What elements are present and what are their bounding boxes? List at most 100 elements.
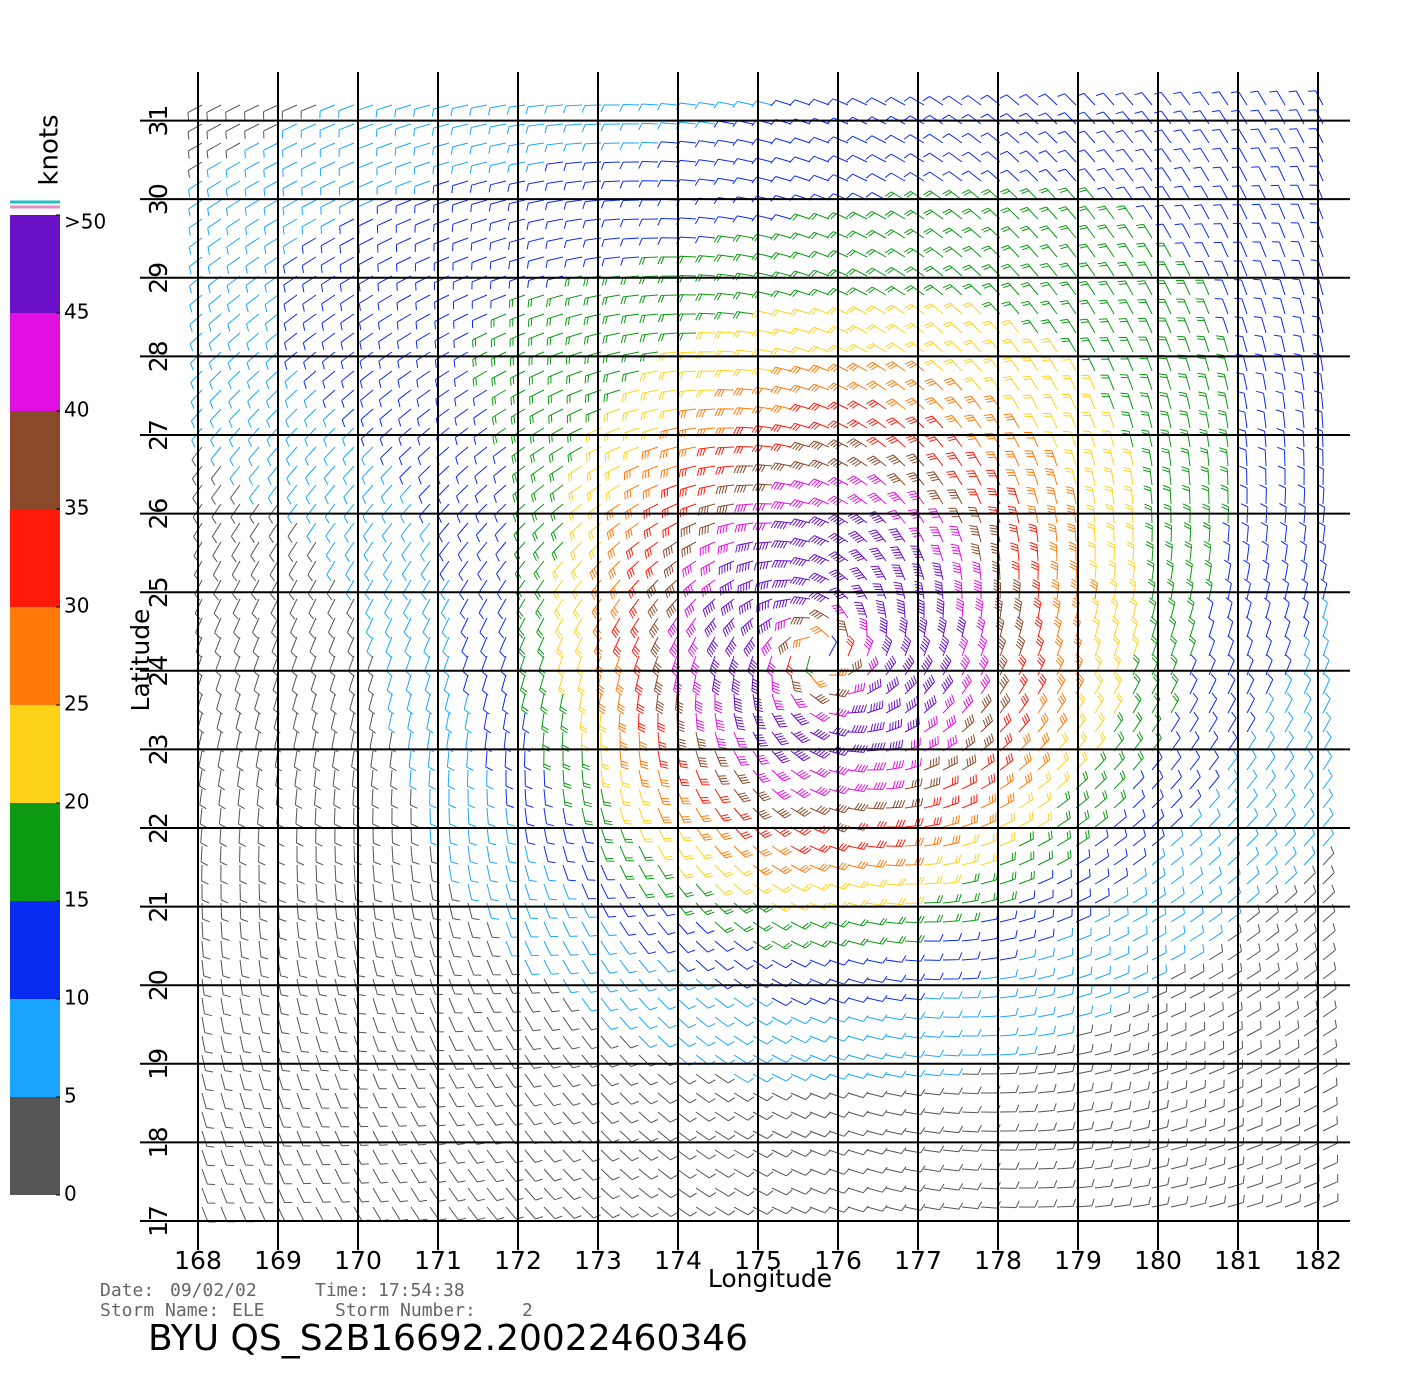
wind-barb <box>789 346 811 355</box>
wind-barb <box>643 522 659 539</box>
wind-barb <box>1322 692 1331 714</box>
wind-barb <box>527 313 545 327</box>
colorbar-tick-label: >50 <box>64 210 106 234</box>
wind-barb <box>1227 1021 1243 1037</box>
wind-barb <box>1303 807 1315 828</box>
wind-barb <box>239 1149 254 1166</box>
wind-barb <box>1312 352 1324 372</box>
wind-barb <box>752 464 773 473</box>
wind-barb <box>790 1187 812 1195</box>
wind-barb <box>567 465 583 482</box>
wind-barb <box>313 769 321 791</box>
wind-barb <box>380 465 393 485</box>
wind-barb <box>828 997 850 1004</box>
wind-barb <box>1284 1020 1300 1037</box>
wind-barb <box>1160 429 1172 448</box>
wind-barb <box>1094 985 1112 999</box>
wind-barb <box>217 769 226 791</box>
wind-barb <box>539 674 547 696</box>
wind-barb <box>206 180 222 197</box>
wind-barb <box>1272 259 1286 277</box>
wind-barb <box>827 136 849 144</box>
wind-barb <box>733 1206 755 1216</box>
wind-barb <box>638 1092 659 1105</box>
wind-barb <box>885 323 906 334</box>
wind-barb <box>1322 1019 1337 1037</box>
wind-barb <box>1018 1007 1038 1018</box>
wind-barb <box>980 813 997 828</box>
wind-barb <box>207 218 222 236</box>
wind-barb <box>443 674 451 696</box>
wind-barb <box>602 332 621 344</box>
wind-barb <box>1000 169 1020 182</box>
wind-barb <box>1322 884 1336 904</box>
wind-barb <box>239 978 251 998</box>
wind-barb <box>1115 148 1134 163</box>
wind-barb <box>886 454 906 467</box>
wind-barb <box>1227 1059 1244 1075</box>
wind-barb <box>391 864 402 884</box>
wind-barb <box>923 322 944 334</box>
wind-barb <box>1216 372 1229 391</box>
wind-barb <box>714 997 735 1009</box>
wind-barb <box>980 930 1000 942</box>
wind-barb <box>866 380 887 391</box>
wind-barb <box>1132 750 1144 771</box>
wind-barb <box>657 750 669 769</box>
wind-barb <box>961 674 972 695</box>
wind-barb <box>1096 167 1115 182</box>
wind-barb <box>885 993 907 1002</box>
wind-barb <box>1040 338 1058 353</box>
wind-barb <box>827 250 849 258</box>
wind-barb <box>809 883 831 891</box>
wind-barb <box>353 959 366 978</box>
wind-barb <box>1007 505 1020 524</box>
wind-barb <box>904 303 925 315</box>
wind-barb <box>946 470 963 486</box>
wind-barb <box>486 1092 504 1107</box>
wind-barb <box>638 883 655 899</box>
wind-barb <box>189 313 203 332</box>
wind-barb <box>1039 262 1058 277</box>
wind-barb <box>1132 770 1145 790</box>
wind-barb <box>809 693 830 705</box>
wind-barb <box>638 256 659 265</box>
wind-barb <box>1208 944 1224 961</box>
wind-barb <box>1265 1097 1282 1113</box>
wind-barb <box>544 180 564 191</box>
wind-barb <box>1132 1139 1151 1151</box>
wind-barb <box>922 133 944 144</box>
wind-barb <box>271 617 279 639</box>
wind-barb <box>1170 866 1185 885</box>
wind-barb <box>619 940 637 955</box>
wind-barb <box>657 218 678 226</box>
wind-barb <box>302 294 317 312</box>
colorbar-segment <box>10 509 60 607</box>
wind-barb <box>1116 186 1134 201</box>
wind-barb <box>1243 559 1251 581</box>
wind-barb <box>562 959 579 975</box>
wind-barb <box>413 104 431 117</box>
wind-barb <box>491 408 507 426</box>
wind-barb <box>620 294 640 305</box>
wind-barb <box>919 635 931 657</box>
wind-barb <box>1044 449 1058 467</box>
wind-barb <box>1227 1194 1245 1208</box>
wind-barb <box>360 427 374 447</box>
wind-barb <box>775 617 792 632</box>
wind-barb <box>255 750 263 772</box>
wind-barb <box>543 1054 561 1069</box>
wind-barb <box>398 408 412 427</box>
wind-barb <box>927 508 944 524</box>
wind-barb <box>220 1187 235 1204</box>
wind-barb <box>866 700 884 714</box>
wind-barb <box>1151 1138 1170 1151</box>
wind-barb <box>1038 187 1058 201</box>
wind-barb <box>469 142 488 155</box>
wind-barb <box>228 408 241 428</box>
wind-barb <box>808 307 830 316</box>
wind-barb <box>1077 149 1096 163</box>
wind-barb <box>910 545 925 562</box>
wind-barb <box>1150 635 1158 657</box>
wind-barb <box>310 674 318 696</box>
